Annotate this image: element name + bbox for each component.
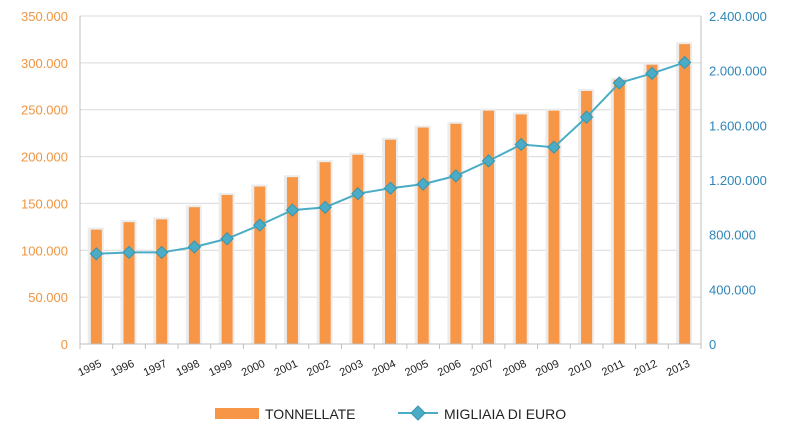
bar [613, 79, 625, 345]
bar [515, 114, 527, 345]
right-tick-label: 2.000.000 [709, 64, 767, 79]
right-tick-label: 0 [709, 337, 716, 352]
bar [548, 110, 560, 344]
left-tick-label: 150.000 [21, 196, 68, 211]
x-tick-label: 2013 [665, 358, 692, 379]
bar [90, 229, 102, 344]
point-marker [449, 169, 463, 183]
bar [188, 207, 200, 344]
point-marker [677, 55, 692, 70]
point-marker [285, 203, 300, 217]
bar [385, 139, 396, 344]
point-marker [351, 186, 365, 201]
left-tick-label: 250.000 [21, 103, 68, 118]
x-tick-label: 1997 [142, 358, 169, 379]
left-tick-label: 100.000 [21, 243, 68, 258]
x-tick-label: 2006 [436, 358, 463, 379]
point-marker [383, 181, 398, 195]
point-marker [645, 66, 659, 81]
right-tick-label: 1.200.000 [709, 173, 767, 188]
legend: TONNELLATE MIGLIAIA DI EURO [215, 405, 566, 422]
x-axis-ticks: 1995 1996 1997 1998 1999 2000 2001 2002 2003 2004… [76, 358, 692, 379]
bar [352, 154, 364, 344]
point-marker [481, 154, 496, 168]
bar [123, 222, 135, 344]
left-tick-label: 50.000 [28, 290, 68, 305]
x-tick-label: 1998 [174, 358, 201, 379]
legend-label-tonnellate: TONNELLATE [265, 406, 356, 422]
point-marker [155, 245, 169, 260]
bar [286, 177, 298, 344]
point-marker [514, 137, 528, 152]
bar [483, 110, 495, 344]
left-tick-label: 0 [61, 337, 68, 352]
point-marker [579, 110, 594, 124]
x-tick-label: 2002 [305, 358, 332, 379]
x-tick-label: 2008 [501, 358, 528, 379]
right-tick-label: 2.400.000 [709, 9, 767, 24]
bar [156, 219, 168, 344]
bar [319, 162, 331, 344]
legend-marker-migliaia-di-euro [410, 405, 426, 421]
point-marker [253, 218, 267, 232]
point-marker [547, 140, 561, 154]
x-tick-label: 2012 [632, 358, 659, 379]
bar [646, 64, 658, 344]
bar [679, 44, 691, 344]
left-tick-label: 200.000 [21, 150, 68, 165]
x-tick-label: 1996 [109, 358, 136, 379]
x-tick-label: 2011 [600, 358, 627, 379]
x-tick-label: 2010 [567, 358, 594, 379]
bar-series-tonnellate [87, 42, 693, 345]
right-tick-label: 400.000 [709, 282, 756, 297]
bar [417, 127, 429, 345]
x-tick-label: 2007 [469, 358, 496, 379]
left-tick-label: 350.000 [21, 9, 68, 24]
line-series-migliaia-di-euro [89, 55, 692, 261]
point-marker [122, 245, 136, 260]
x-tick-label: 2005 [403, 358, 430, 379]
axes [79, 16, 702, 349]
right-tick-label: 800.000 [709, 228, 756, 243]
legend-swatch-tonnellate [215, 408, 259, 419]
x-tick-label: 2003 [338, 358, 365, 379]
left-axis-ticks: 0 50.000 100.000 150.000 200.000 250.000 300.0… [21, 9, 68, 352]
x-tick-label: 2000 [240, 358, 267, 379]
point-marker [220, 232, 234, 246]
bar [221, 194, 233, 344]
x-tick-label: 1995 [76, 358, 103, 379]
point-marker [416, 177, 430, 191]
x-tick-label: 1999 [207, 358, 234, 379]
bar [581, 90, 593, 344]
point-marker [187, 240, 202, 254]
bar [450, 123, 462, 345]
left-tick-label: 300.000 [21, 56, 68, 71]
right-tick-label: 1.600.000 [709, 118, 767, 133]
right-axis-ticks: 0 400.000 800.000 1.200.000 1.600.000 2.000.0… [709, 9, 767, 352]
x-tick-label: 2004 [371, 358, 398, 379]
point-marker [89, 247, 104, 261]
x-tick-label: 2001 [272, 358, 299, 379]
bar [254, 186, 266, 344]
point-marker [318, 200, 332, 215]
legend-label-migliaia-di-euro: MIGLIAIA DI EURO [444, 406, 566, 422]
point-marker [612, 76, 626, 90]
x-tick-label: 2009 [534, 358, 561, 379]
